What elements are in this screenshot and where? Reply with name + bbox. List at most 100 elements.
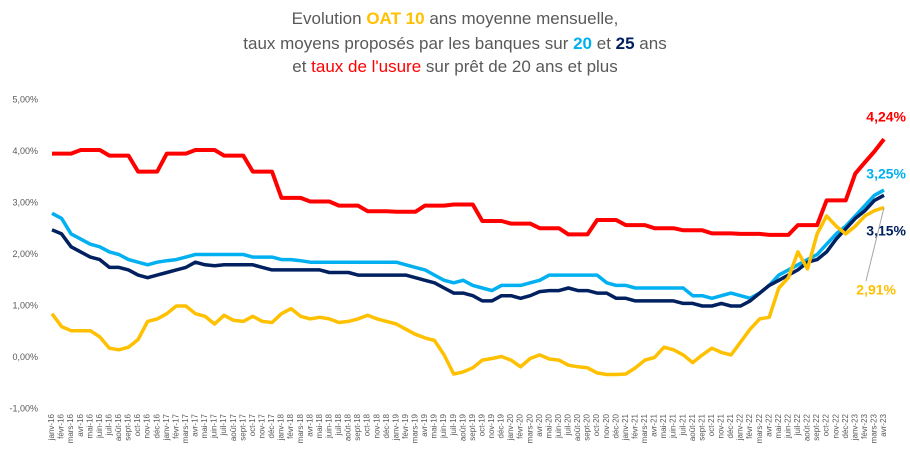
x-tick-label: mars-20 [525, 413, 534, 443]
x-tick-label: oct-22 [822, 413, 831, 436]
x-tick-label: juin-22 [783, 413, 792, 439]
series-line [51, 188, 885, 301]
x-tick-label: juil-22 [793, 413, 802, 436]
x-tick-label: mai-22 [774, 413, 783, 438]
x-tick-label: déc-18 [382, 413, 391, 438]
title-part: ans [635, 34, 667, 53]
x-tick-label: juin-16 [95, 413, 104, 439]
x-tick-label: févr-21 [630, 413, 639, 438]
value-label: 4,24% [866, 109, 906, 125]
x-tick-label: avr-19 [420, 413, 429, 436]
x-tick-label: déc-22 [841, 413, 850, 438]
x-tick-label: déc-21 [726, 413, 735, 438]
x-tick-label: avr-23 [879, 413, 888, 436]
x-tick-label: oct-21 [707, 413, 716, 436]
x-tick-label: nov-19 [487, 413, 496, 438]
x-tick-label: févr-16 [57, 413, 66, 438]
series-line [51, 193, 885, 308]
x-tick-label: mars-16 [66, 413, 75, 443]
x-tick-label: juil-18 [334, 413, 343, 436]
x-tick-label: déc-16 [152, 413, 161, 438]
value-label: 3,15% [866, 223, 906, 239]
x-tick-label: janv-23 [850, 413, 859, 441]
x-tick-label: juin-18 [324, 413, 333, 439]
title-part: sur prêt de 20 ans et plus [421, 57, 618, 76]
x-tick-label: févr-23 [860, 413, 869, 438]
x-tick-label: déc-19 [497, 413, 506, 438]
x-tick-label: avr-17 [191, 413, 200, 436]
title-part: 20 [573, 34, 592, 53]
x-tick-label: janv-20 [506, 413, 515, 441]
x-tick-label: févr-20 [516, 413, 525, 438]
x-tick-label: janv-22 [736, 413, 745, 441]
y-tick-label: 1,00% [12, 300, 38, 310]
x-tick-label: août-19 [458, 413, 467, 441]
x-tick-label: mai-19 [430, 413, 439, 438]
chart-title: taux moyens proposés par les banques sur… [243, 34, 666, 53]
title-part: et [592, 34, 616, 53]
x-tick-label: févr-19 [401, 413, 410, 438]
series-line [52, 137, 886, 237]
x-tick-label: sept-20 [583, 413, 592, 440]
x-tick-label: oct-16 [133, 413, 142, 436]
value-label: 2,91% [856, 282, 896, 298]
x-tick-label: févr-22 [745, 413, 754, 438]
y-tick-label: 3,00% [12, 197, 38, 207]
x-tick-label: févr-17 [171, 413, 180, 438]
x-tick-label: oct-17 [248, 413, 257, 436]
title-part: Evolution [292, 9, 367, 28]
x-tick-label: mars-22 [755, 413, 764, 443]
x-tick-label: août-22 [803, 413, 812, 441]
x-tick-label: mars-23 [870, 413, 879, 443]
title-part: OAT 10 [366, 9, 424, 28]
x-tick-label: juin-21 [669, 413, 678, 439]
x-tick-label: oct-20 [592, 413, 601, 436]
x-tick-label: juil-16 [104, 413, 113, 436]
title-part: 25 [616, 34, 635, 53]
x-tick-label: juin-20 [554, 413, 563, 439]
x-tick-label: févr-18 [286, 413, 295, 438]
y-tick-label: 0,00% [12, 352, 38, 362]
x-tick-label: oct-18 [363, 413, 372, 436]
x-tick-label: mars-19 [411, 413, 420, 443]
leader-line [865, 207, 885, 282]
x-tick-label: mars-18 [296, 413, 305, 443]
x-tick-label: juil-20 [564, 413, 573, 436]
y-tick-label: 4,00% [12, 146, 38, 156]
x-tick-label: janv-21 [621, 413, 630, 441]
x-tick-label: avr-21 [650, 413, 659, 436]
x-tick-label: mai-21 [659, 413, 668, 438]
x-tick-label: nov-16 [143, 413, 152, 438]
x-tick-label: sept-16 [124, 413, 133, 440]
x-tick-label: mai-18 [315, 413, 324, 438]
title-part: et [292, 57, 311, 76]
title-part: ans moyenne mensuelle, [425, 9, 619, 28]
value-label: 3,25% [866, 166, 906, 182]
x-tick-label: nov-21 [717, 413, 726, 438]
x-tick-label: déc-20 [611, 413, 620, 438]
x-tick-label: janv-18 [277, 413, 286, 441]
title-part: taux moyens proposés par les banques sur [243, 34, 573, 53]
x-tick-label: avr-16 [76, 413, 85, 436]
x-tick-label: janv-19 [391, 413, 400, 441]
x-tick-label: nov-20 [602, 413, 611, 438]
title-part: taux de l'usure [311, 57, 421, 76]
x-tick-label: nov-22 [831, 413, 840, 438]
x-tick-label: sept-19 [468, 413, 477, 440]
x-tick-label: juil-19 [449, 413, 458, 436]
x-tick-label: sept-17 [238, 413, 247, 440]
x-tick-label: nov-17 [258, 413, 267, 438]
x-tick-label: mai-17 [200, 413, 209, 438]
x-tick-label: janv-16 [47, 413, 56, 441]
x-tick-label: avr-20 [535, 413, 544, 436]
x-tick-label: sept-22 [812, 413, 821, 440]
x-tick-label: août-21 [688, 413, 697, 441]
y-tick-label: 5,00% [12, 94, 38, 104]
x-tick-label: sept-18 [353, 413, 362, 440]
x-tick-label: juin-17 [210, 413, 219, 439]
x-tick-label: août-18 [344, 413, 353, 441]
x-tick-label: août-17 [229, 413, 238, 441]
x-tick-label: juil-17 [219, 413, 228, 436]
x-tick-label: août-20 [573, 413, 582, 441]
